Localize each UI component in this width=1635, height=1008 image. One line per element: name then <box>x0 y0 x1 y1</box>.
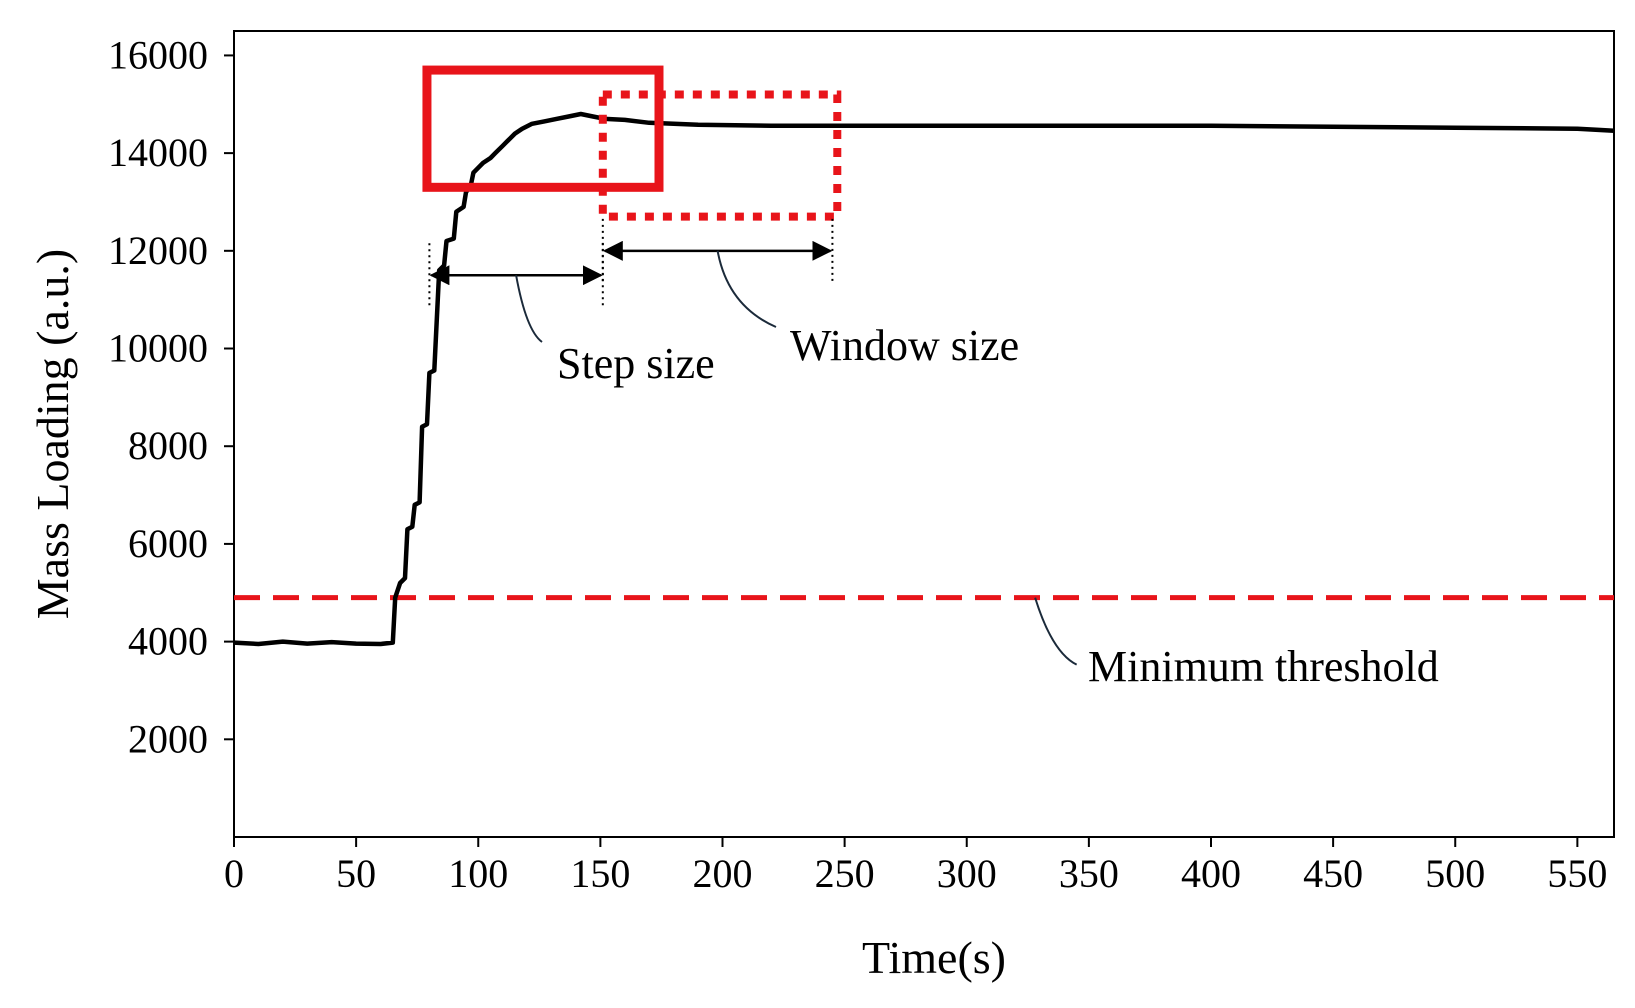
y-tick-label: 14000 <box>108 130 208 175</box>
window-size-leader <box>716 250 777 328</box>
window-size-label: Window size <box>790 321 1019 370</box>
series-group <box>233 111 1615 647</box>
step-size-label: Step size <box>557 339 715 388</box>
mass-loading-series-line <box>233 111 1615 647</box>
x-tick-label: 50 <box>336 851 376 896</box>
y-axis-title: Mass Loading (a.u.) <box>27 249 78 619</box>
y-axis: 2000 4000 6000 8000 10000 12000 14000 16000 <box>108 32 234 761</box>
x-tick-label: 350 <box>1059 851 1119 896</box>
x-tick-label: 250 <box>815 851 875 896</box>
y-tick-label: 16000 <box>108 32 208 77</box>
x-axis: 0 50 100 150 200 250 300 350 400 450 500 550 <box>224 837 1607 896</box>
window-box <box>598 90 842 221</box>
x-tick-label: 100 <box>448 851 508 896</box>
x-tick-label: 300 <box>937 851 997 896</box>
threshold-leader <box>1034 597 1078 666</box>
y-tick-label: 2000 <box>128 716 208 761</box>
step-size-leader <box>515 275 543 343</box>
x-tick-label: 550 <box>1547 851 1607 896</box>
x-tick-label: 500 <box>1425 851 1485 896</box>
y-tick-label: 4000 <box>128 619 208 664</box>
y-tick-label: 12000 <box>108 228 208 273</box>
x-axis-title: Time(s) <box>862 932 1006 983</box>
y-tick-label: 8000 <box>128 423 208 468</box>
threshold-group <box>234 595 1614 666</box>
x-tick-label: 0 <box>224 851 244 896</box>
x-tick-label: 400 <box>1181 851 1241 896</box>
arrows-group <box>428 218 834 343</box>
plot-area <box>233 30 1615 838</box>
step-box <box>422 65 664 192</box>
x-tick-label: 200 <box>692 851 752 896</box>
y-tick-label: 10000 <box>108 326 208 371</box>
x-tick-label: 150 <box>570 851 630 896</box>
threshold-label: Minimum threshold <box>1088 642 1439 691</box>
boxes-group <box>422 65 842 221</box>
y-tick-label: 6000 <box>128 521 208 566</box>
x-tick-label: 450 <box>1303 851 1363 896</box>
